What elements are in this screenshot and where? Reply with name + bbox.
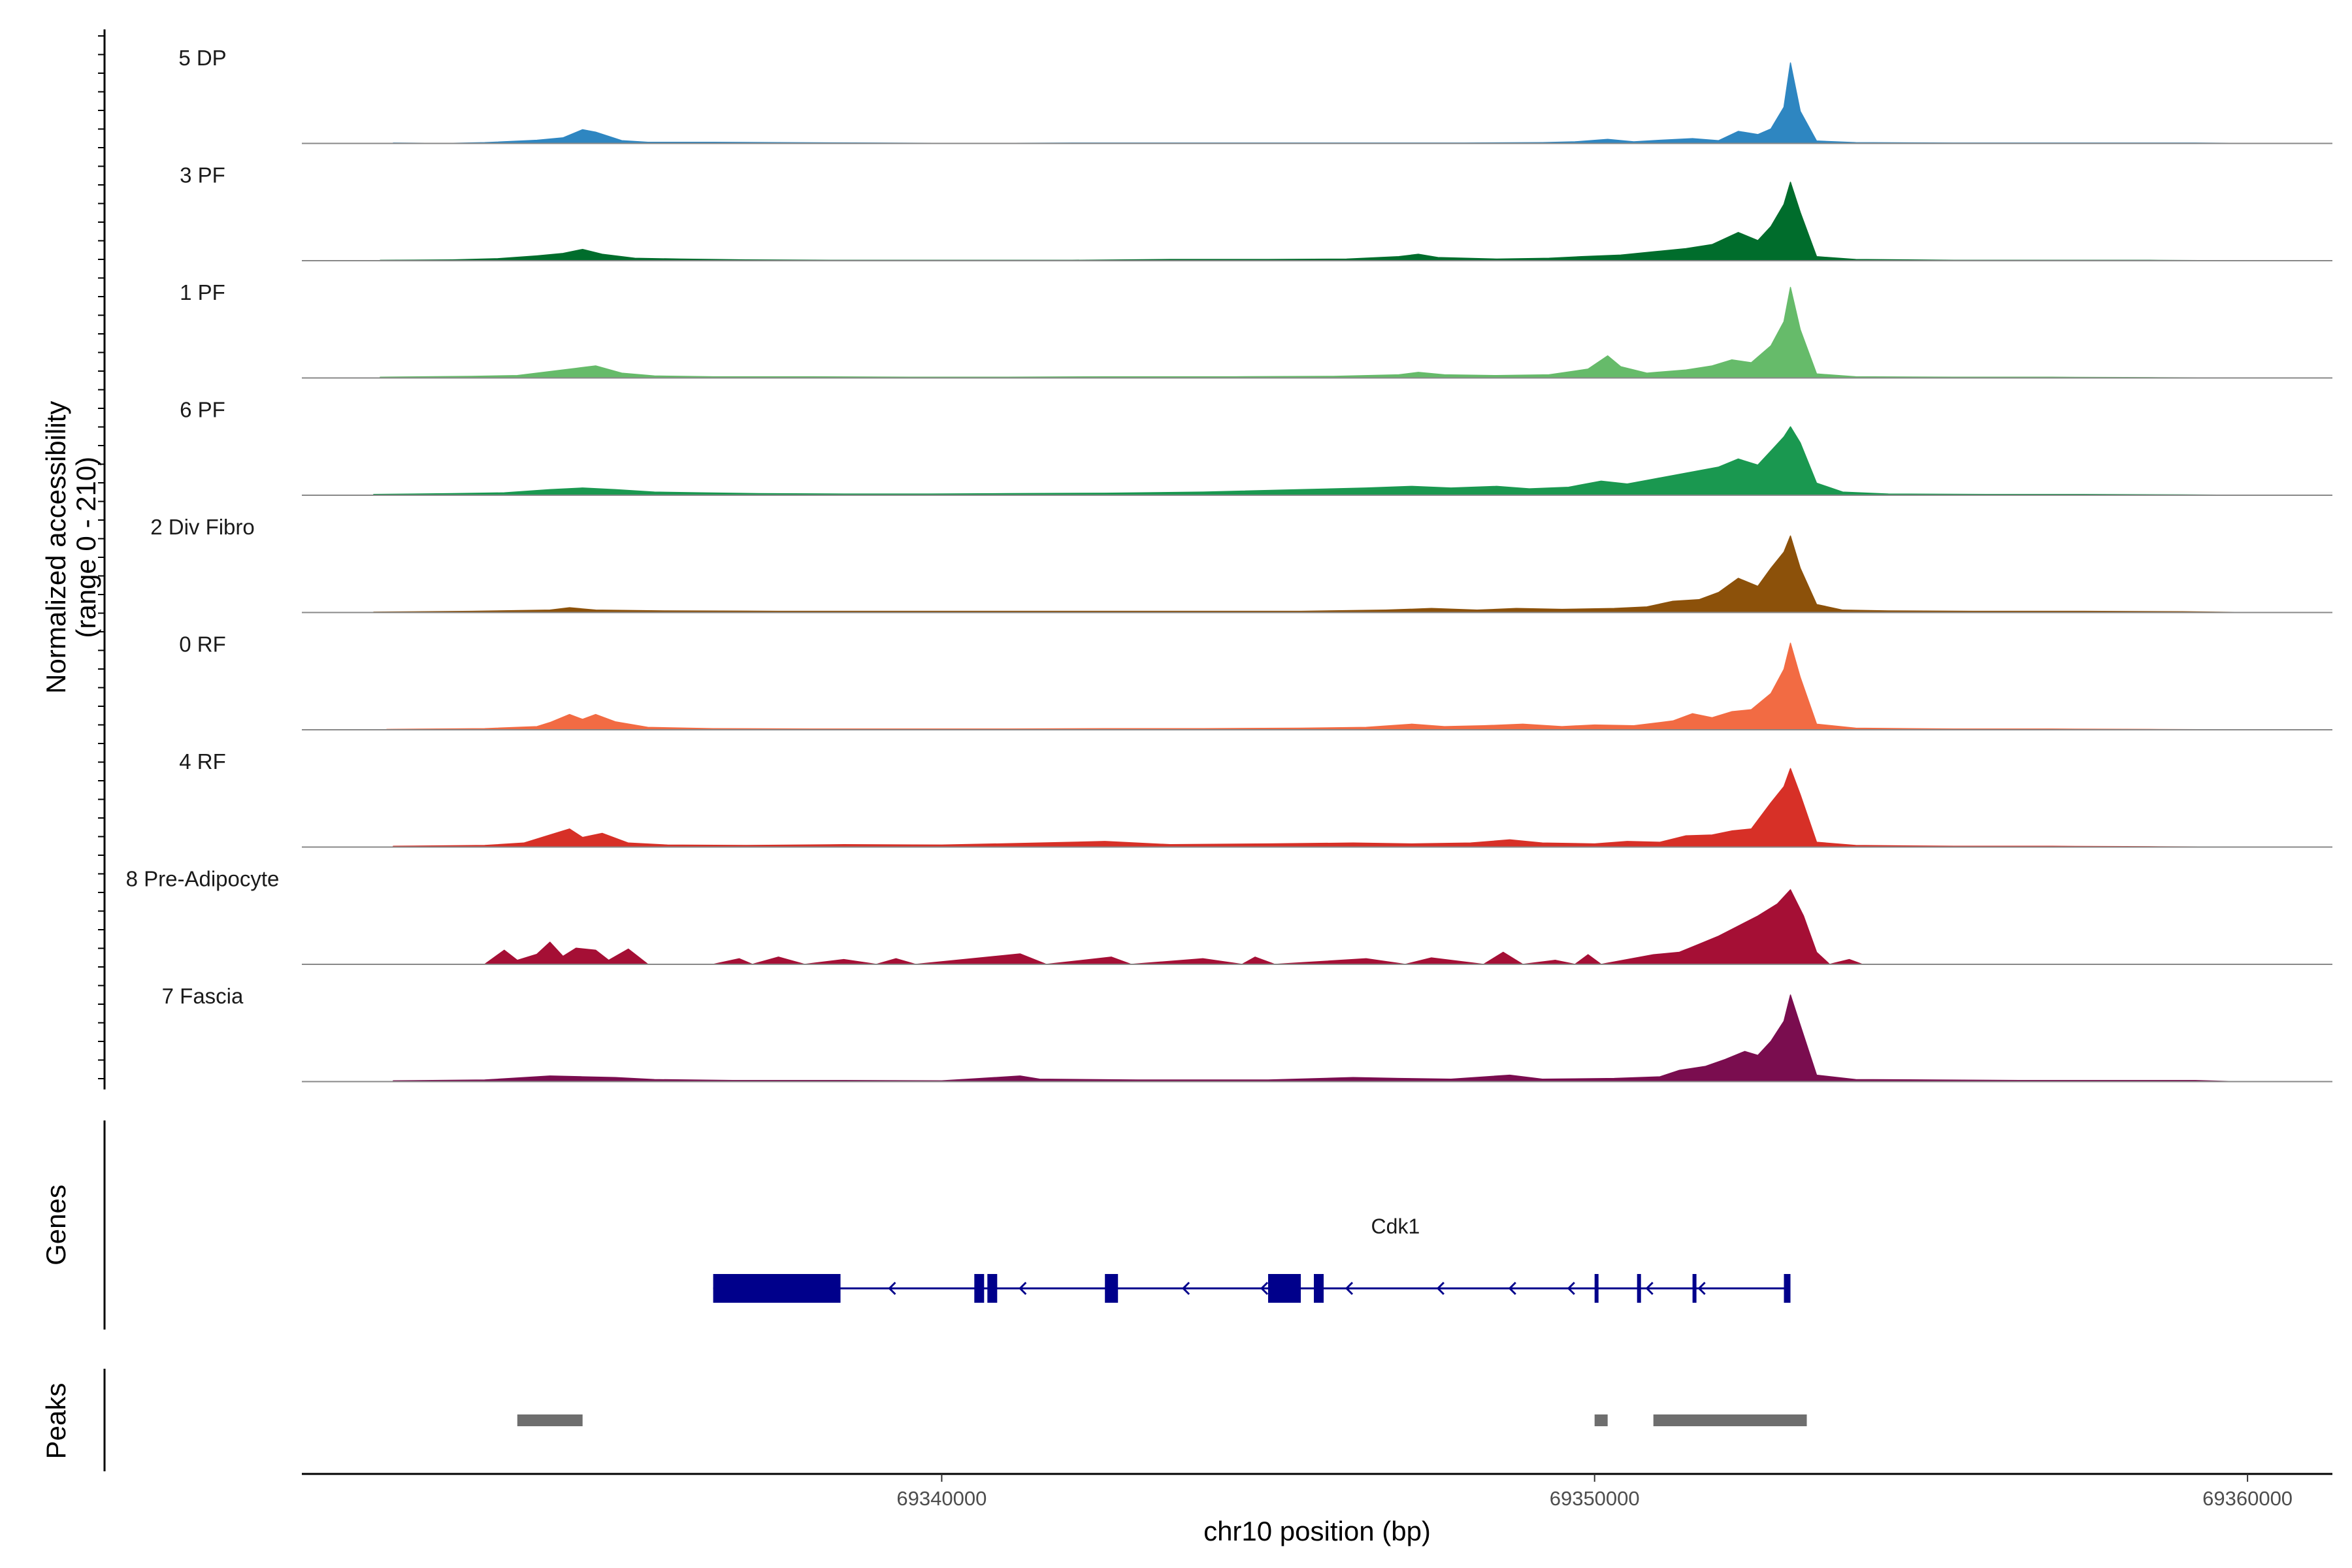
coverage-area	[484, 889, 1863, 965]
genes-axis-title: Genes	[41, 1184, 71, 1266]
gene-exon	[987, 1274, 998, 1303]
track-7-fascia: 7 Fascia	[162, 984, 2332, 1083]
track-4-rf: 4 RF	[179, 749, 2332, 848]
gene-strand-arrow	[1345, 1281, 1354, 1296]
x-tick-label: 69350000	[1550, 1487, 1640, 1510]
coverage-area	[373, 535, 2248, 613]
track-label: 5 DP	[178, 46, 226, 70]
gene-strand-arrow	[1181, 1281, 1190, 1296]
track-6-pf: 6 PF	[180, 398, 2332, 496]
peak-region	[1594, 1414, 1608, 1426]
coverage-panel: Normalized accessibility(range 0 - 210) 5…	[41, 29, 2332, 1090]
gene-exon	[974, 1274, 985, 1303]
gene-name-label: Cdk1	[1371, 1215, 1420, 1238]
coverage-area	[386, 642, 2248, 730]
track-label: 4 RF	[179, 749, 226, 774]
track-0-rf: 0 RF	[179, 632, 2332, 730]
x-tick-label: 69340000	[896, 1487, 987, 1510]
x-axis-title: chr10 position (bp)	[1203, 1516, 1431, 1546]
gene-strand-arrow	[1508, 1281, 1516, 1296]
gene-strand-arrow	[888, 1281, 896, 1296]
track-3-pf: 3 PF	[180, 163, 2332, 261]
gene-strand-arrow	[1019, 1281, 1027, 1296]
peak-region	[1653, 1414, 1807, 1426]
coverage-area	[380, 287, 2248, 379]
x-axis: 69340000 69350000 69360000 chr10 position (…	[302, 1473, 2332, 1546]
track-1-pf: 1 PF	[180, 280, 2332, 379]
track-label: 1 PF	[180, 280, 225, 304]
coverage-area	[380, 182, 2248, 261]
track-2-div-fibro: 2 Div Fibro	[150, 515, 2332, 613]
gene-exon	[1314, 1274, 1324, 1303]
genes-panel: Genes Cdk1	[41, 1120, 1791, 1330]
gene-exon	[713, 1274, 841, 1303]
x-tick-label: 69360000	[2202, 1487, 2293, 1510]
peaks-axis-title: Peaks	[41, 1383, 71, 1460]
gene-strand-arrow	[1279, 1281, 1288, 1296]
peaks-panel: Peaks	[41, 1369, 1807, 1471]
gene-exon	[1637, 1274, 1641, 1303]
gene-exon	[1692, 1274, 1697, 1303]
track-8-pre-adipocyte: 8 Pre-Adipocyte	[126, 867, 2332, 965]
track-label: 7 Fascia	[162, 984, 244, 1008]
gene-strand-arrow	[1260, 1281, 1269, 1296]
peak-region	[517, 1414, 583, 1426]
gene-strand-arrow	[1567, 1281, 1575, 1296]
coverage-area	[373, 426, 2248, 496]
coverage-area	[393, 994, 2235, 1083]
track-label: 8 Pre-Adipocyte	[126, 867, 280, 891]
coverage-y-axis-title: Normalized accessibility(range 0 - 210)	[41, 401, 101, 694]
gene-strand-arrow	[1697, 1281, 1706, 1296]
gene-exon	[1268, 1274, 1301, 1303]
track-label: 3 PF	[180, 163, 225, 188]
track-5-dp: 5 DP	[178, 46, 2332, 144]
gene-exon	[1105, 1274, 1119, 1303]
track-label: 0 RF	[179, 632, 226, 657]
track-label: 6 PF	[180, 398, 225, 422]
coverage-y-axis-title-line: Normalized accessibility	[41, 401, 71, 694]
gene-strand-arrow	[1436, 1281, 1445, 1296]
gene-exon	[1784, 1274, 1791, 1303]
coverage-area	[393, 768, 2248, 848]
gene-strand-arrow	[1645, 1281, 1654, 1296]
coverage-y-axis-title-line: (range 0 - 210)	[71, 457, 101, 638]
gene-exon	[1594, 1274, 1599, 1303]
track-label: 2 Div Fibro	[150, 515, 255, 539]
coverage-area	[393, 62, 2248, 144]
